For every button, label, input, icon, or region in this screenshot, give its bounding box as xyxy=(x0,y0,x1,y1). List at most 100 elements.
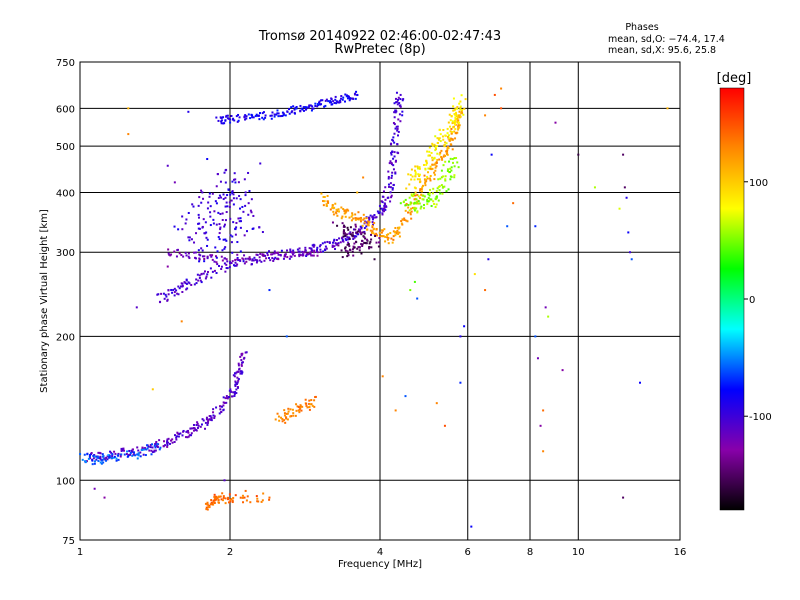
echo-point xyxy=(432,200,435,203)
echo-point xyxy=(456,106,459,109)
echo-point xyxy=(233,172,236,175)
echo-point xyxy=(414,169,417,172)
echo-point xyxy=(185,278,188,281)
echo-point xyxy=(172,288,175,291)
echo-point xyxy=(412,207,415,210)
echo-point xyxy=(214,255,217,258)
chart-title-line2: RwPretec (8p) xyxy=(334,42,425,57)
echo-point xyxy=(446,168,449,171)
echo-point xyxy=(363,217,366,220)
echo-point xyxy=(353,242,356,245)
echo-point xyxy=(83,453,86,456)
echo-point xyxy=(347,254,350,257)
echo-point xyxy=(137,449,140,452)
echo-point xyxy=(323,241,326,244)
echo-point xyxy=(234,233,237,236)
echo-point xyxy=(91,459,94,462)
echo-point xyxy=(304,249,307,252)
echo-point xyxy=(285,335,288,338)
echo-point xyxy=(452,126,455,129)
echo-point xyxy=(433,143,436,146)
echo-point xyxy=(187,435,190,438)
echo-point xyxy=(336,101,339,104)
echo-point xyxy=(273,250,276,253)
echo-point xyxy=(427,167,430,170)
echo-point xyxy=(357,211,360,214)
echo-point xyxy=(228,201,231,204)
echo-point xyxy=(184,251,187,254)
echo-point xyxy=(375,228,378,231)
echo-point xyxy=(164,444,167,447)
echo-point xyxy=(194,251,197,254)
echo-point xyxy=(354,240,357,243)
echo-point xyxy=(197,204,200,207)
echo-point xyxy=(183,281,186,284)
echo-point xyxy=(329,208,332,211)
echo-point xyxy=(343,224,346,227)
echo-point xyxy=(405,187,408,190)
echo-point xyxy=(404,395,407,398)
echo-point xyxy=(230,241,233,244)
echo-point xyxy=(390,153,393,156)
echo-point xyxy=(382,235,385,238)
echo-point xyxy=(171,291,174,294)
echo-point xyxy=(261,231,264,234)
echo-point xyxy=(428,192,431,195)
echo-point xyxy=(420,194,423,197)
echo-point xyxy=(346,255,349,258)
echo-point xyxy=(396,103,399,106)
echo-point xyxy=(85,460,88,463)
echo-point xyxy=(288,112,291,115)
echo-point xyxy=(387,170,390,173)
echo-point xyxy=(240,363,243,366)
echo-point xyxy=(324,249,327,252)
echo-point xyxy=(218,405,221,408)
echo-point xyxy=(358,246,361,249)
echo-point xyxy=(103,496,106,499)
echo-point xyxy=(93,462,96,465)
echo-point xyxy=(440,149,443,152)
echo-point xyxy=(198,276,201,279)
echo-point xyxy=(195,282,198,285)
echo-point xyxy=(434,149,437,152)
echo-point xyxy=(334,98,337,101)
echo-point xyxy=(298,411,301,414)
echo-point xyxy=(239,207,242,210)
echo-point xyxy=(353,236,356,239)
echo-point xyxy=(435,402,438,405)
echo-point xyxy=(357,233,360,236)
echo-point xyxy=(262,492,265,495)
echo-point xyxy=(180,285,182,288)
echo-point xyxy=(392,230,395,233)
echo-point xyxy=(446,148,449,151)
echo-point xyxy=(434,169,437,172)
echo-point xyxy=(409,211,412,214)
echo-point xyxy=(450,169,453,172)
echo-point xyxy=(395,125,398,128)
echo-point xyxy=(240,354,243,357)
echo-point xyxy=(438,128,441,131)
echo-point xyxy=(440,169,443,172)
echo-point xyxy=(410,193,413,196)
echo-point xyxy=(394,409,397,412)
echo-point xyxy=(389,160,392,163)
echo-point xyxy=(228,205,231,208)
echo-point xyxy=(456,121,459,124)
echo-point xyxy=(427,193,430,196)
echo-point xyxy=(341,256,344,259)
echo-point xyxy=(344,249,347,252)
echo-point xyxy=(234,259,237,262)
echo-point xyxy=(262,111,265,114)
echo-point xyxy=(117,452,120,455)
echo-point xyxy=(213,498,216,501)
echo-point xyxy=(277,253,280,256)
echo-point xyxy=(347,95,350,98)
echo-point xyxy=(301,250,304,253)
echo-point xyxy=(368,242,371,245)
echo-point xyxy=(363,236,366,239)
echo-point xyxy=(175,436,178,439)
echo-point xyxy=(170,253,173,256)
echo-point xyxy=(353,246,356,249)
echo-point xyxy=(330,98,333,101)
echo-point xyxy=(431,159,434,162)
